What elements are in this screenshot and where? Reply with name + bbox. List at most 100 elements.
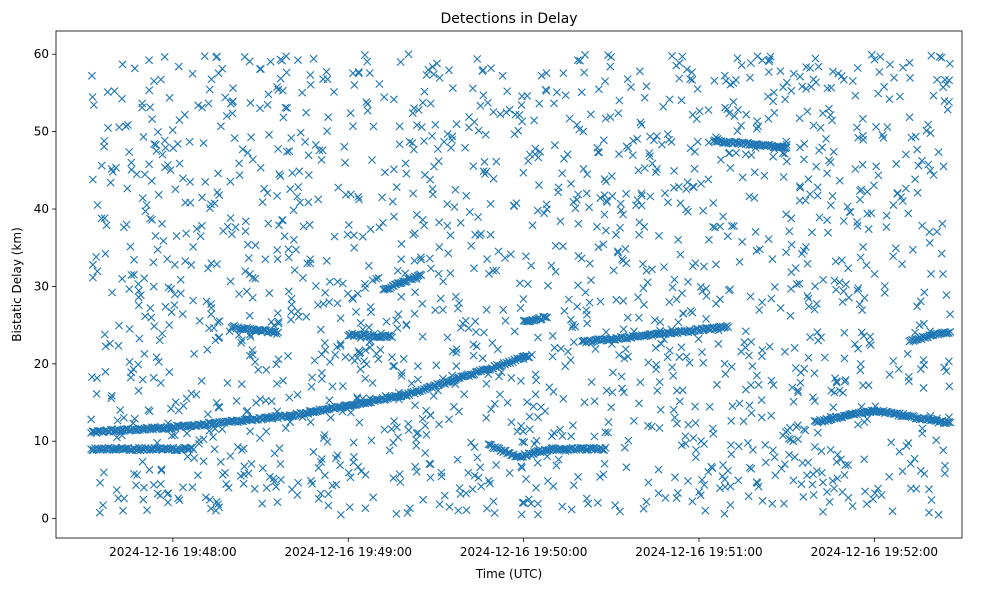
data-point-1269 [368, 379, 377, 387]
data-point-1635 [614, 248, 622, 257]
data-point-507 [820, 353, 829, 362]
data-point-422 [617, 206, 626, 215]
data-point-207 [726, 163, 735, 172]
data-point-1379 [149, 258, 158, 267]
data-point-1622 [428, 190, 437, 199]
data-point-86 [735, 257, 744, 266]
data-point-1361 [780, 347, 789, 356]
data-point-613 [670, 183, 678, 192]
data-point-129 [629, 136, 638, 145]
data-point-87 [97, 161, 106, 170]
data-point-1555 [834, 69, 843, 78]
data-point-579 [826, 111, 835, 119]
data-point-696 [256, 65, 264, 73]
data-point-134 [304, 171, 313, 179]
data-point-916 [663, 353, 672, 362]
data-point-582 [727, 222, 736, 230]
data-point-898 [274, 355, 283, 364]
data-point-1253 [764, 235, 773, 244]
data-point-777 [270, 449, 279, 458]
data-point-999 [619, 388, 628, 397]
data-point-130 [812, 299, 821, 308]
data-point-224 [850, 340, 859, 349]
data-point-32 [876, 52, 885, 61]
data-point-1210 [665, 95, 674, 104]
data-point-845 [445, 415, 453, 424]
data-point-647 [231, 223, 240, 232]
data-point-1430 [276, 55, 285, 64]
data-point-737 [543, 477, 552, 485]
data-point-1217 [612, 230, 620, 239]
data-point-1280 [823, 169, 832, 178]
data-point-209 [235, 171, 244, 180]
data-point-1625 [405, 137, 414, 146]
data-point-1044 [682, 185, 691, 194]
data-point-2438 [834, 413, 843, 422]
data-point-1604 [206, 495, 214, 504]
data-point-269 [880, 288, 889, 297]
data-point-912 [669, 371, 678, 380]
data-point-763 [550, 428, 558, 437]
data-point-517 [945, 59, 954, 68]
data-point-736 [660, 263, 668, 271]
data-point-1414 [644, 478, 653, 487]
data-point-1592 [190, 349, 199, 358]
data-point-1149 [223, 379, 232, 387]
data-point-183 [237, 338, 246, 347]
data-point-1580 [664, 198, 672, 207]
data-point-63 [432, 361, 441, 370]
data-point-1315 [866, 341, 875, 350]
data-point-1370 [802, 84, 811, 93]
data-point-759 [567, 505, 576, 514]
data-point-1607 [859, 332, 868, 340]
data-point-814 [156, 480, 165, 488]
data-point-280 [817, 468, 826, 477]
data-point-314 [355, 195, 363, 204]
data-point-1586 [795, 279, 804, 288]
data-point-161 [620, 443, 629, 452]
data-point-1071 [587, 378, 596, 386]
data-point-408 [248, 155, 257, 164]
data-point-913 [637, 189, 646, 198]
data-point-1341 [665, 135, 674, 144]
data-point-1073 [559, 394, 568, 403]
data-point-1525 [826, 158, 835, 167]
data-point-1450 [586, 110, 595, 119]
data-point-1655 [766, 52, 775, 61]
data-point-222 [890, 73, 898, 82]
data-point-1737 [828, 67, 837, 76]
data-point-1103 [691, 419, 700, 427]
data-point-1479 [211, 336, 220, 345]
data-point-1618 [918, 424, 927, 433]
data-point-1600 [248, 350, 257, 359]
data-point-1605 [96, 478, 105, 487]
data-point-132 [336, 461, 345, 470]
data-point-829 [822, 134, 830, 143]
data-point-421 [156, 491, 165, 500]
data-point-1659 [266, 57, 275, 66]
data-point-1698 [185, 137, 194, 146]
data-point-984 [619, 296, 628, 305]
data-point-1367 [454, 506, 463, 515]
data-point-1232 [856, 195, 864, 204]
data-point-1542 [412, 210, 421, 219]
data-point-977 [392, 316, 401, 325]
data-point-190 [748, 362, 757, 371]
data-point-1321 [677, 96, 686, 105]
data-point-839 [325, 396, 334, 405]
data-point-1732 [569, 338, 578, 347]
data-point-1644 [503, 398, 512, 407]
data-point-1164 [161, 163, 169, 172]
data-point-554 [671, 473, 679, 482]
data-point-914 [690, 147, 699, 156]
data-point-640 [188, 483, 197, 492]
data-point-94 [574, 472, 583, 481]
data-point-1681 [674, 318, 683, 327]
data-point-877 [918, 156, 926, 165]
data-point-1246 [130, 270, 138, 279]
data-point-826 [148, 115, 157, 124]
data-point-445 [324, 113, 333, 122]
data-point-1603 [363, 100, 372, 108]
data-point-1613 [810, 397, 819, 405]
data-point-1301 [779, 173, 788, 181]
